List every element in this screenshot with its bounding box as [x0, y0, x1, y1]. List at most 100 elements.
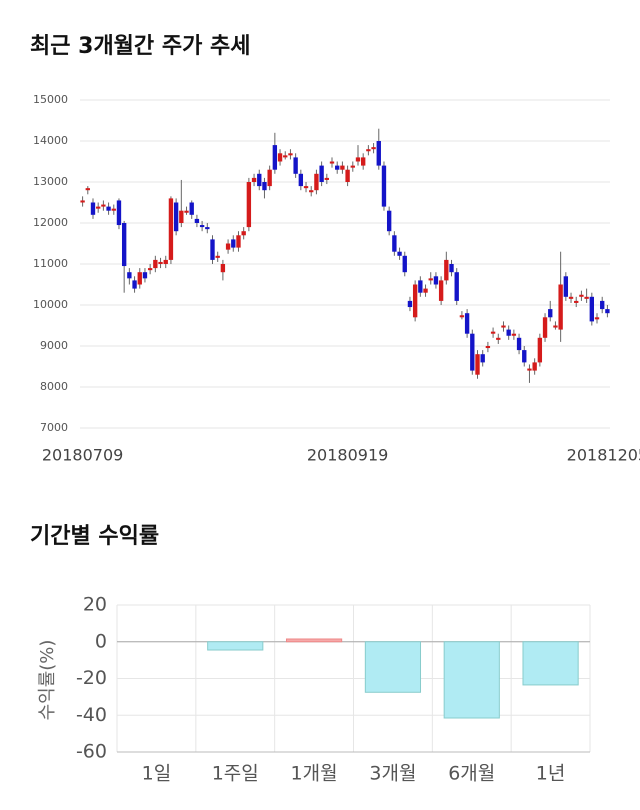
- candle-body: [158, 261, 163, 264]
- candle-body: [428, 278, 433, 281]
- candle-body: [345, 169, 350, 182]
- candle-body: [459, 315, 465, 318]
- candle-body: [464, 313, 470, 334]
- bar: [285, 638, 343, 643]
- x-tick-label: 1개월: [291, 763, 338, 785]
- candle-body: [194, 218, 200, 223]
- y-tick-label: 9000: [40, 339, 68, 352]
- bar: [522, 641, 579, 686]
- candle-body: [470, 333, 475, 371]
- candle-body: [262, 182, 267, 191]
- y-tick-label: -20: [76, 667, 107, 689]
- x-tick-label: 20180919: [307, 446, 388, 465]
- candle-body: [511, 333, 517, 336]
- candle-body: [594, 317, 600, 320]
- y-tick-label: 8000: [40, 380, 68, 393]
- candle-body: [106, 206, 111, 211]
- candle-body: [418, 280, 423, 293]
- candle-body: [537, 337, 543, 363]
- candle-body: [412, 284, 418, 318]
- candle-body: [319, 165, 324, 182]
- candle-body: [449, 264, 454, 273]
- candle-body: [329, 161, 335, 164]
- candle-body: [147, 268, 153, 271]
- candle-body: [137, 272, 142, 285]
- candle-body: [101, 204, 106, 207]
- candle-body: [407, 300, 413, 308]
- candle-body: [423, 288, 428, 293]
- candle-body: [163, 259, 168, 264]
- y-tick-label: 13000: [33, 175, 68, 188]
- y-axis-label: 수익률(%): [37, 640, 58, 721]
- candle-body: [324, 177, 329, 180]
- candle-body: [220, 264, 226, 273]
- candle-body: [257, 173, 262, 187]
- y-tick-label: 10000: [33, 298, 68, 311]
- candle-body: [454, 272, 459, 301]
- candle-body: [392, 235, 397, 252]
- candle-body: [127, 272, 132, 279]
- candle-body: [215, 255, 220, 258]
- candle-body: [210, 239, 215, 260]
- x-tick-label: 1주일: [212, 763, 259, 785]
- candle-body: [303, 186, 309, 189]
- x-tick-label: 1년: [536, 763, 566, 785]
- x-tick-label: 20180709: [42, 446, 123, 465]
- candle-body: [85, 188, 90, 191]
- candle-body: [532, 362, 537, 371]
- candle-body: [288, 153, 293, 156]
- candle-body: [553, 325, 558, 328]
- candle-body: [438, 280, 444, 301]
- candle-body: [205, 227, 210, 230]
- candle-body: [558, 284, 563, 330]
- candle-body: [381, 165, 387, 207]
- y-tick-label: -40: [76, 704, 107, 726]
- candle-body: [579, 294, 584, 297]
- candle-body: [199, 225, 205, 228]
- y-tick-label: 14000: [33, 134, 68, 147]
- candle-body: [132, 280, 137, 289]
- candle-body: [371, 147, 376, 150]
- candle-body: [179, 210, 184, 223]
- y-tick-label: 20: [83, 594, 107, 616]
- candle-body: [173, 202, 179, 232]
- candle-body: [241, 231, 246, 236]
- candle-body: [309, 190, 314, 193]
- candle-body: [283, 155, 288, 158]
- candle-body: [293, 157, 298, 174]
- y-tick-label: -60: [76, 741, 107, 763]
- candle-body: [522, 350, 527, 363]
- candle-body: [350, 165, 355, 168]
- bar: [364, 641, 422, 693]
- x-tick-label: 1일: [142, 763, 172, 785]
- y-tick-label: 7000: [40, 421, 68, 434]
- candle-body: [433, 276, 439, 285]
- y-tick-label: 12000: [33, 216, 68, 229]
- candle-body: [527, 368, 532, 371]
- x-tick-label: 6개월: [448, 763, 495, 785]
- candle-body: [225, 243, 231, 250]
- candle-body: [568, 296, 574, 299]
- candle-body: [600, 300, 605, 310]
- candle-body: [490, 331, 496, 334]
- candle-body: [386, 210, 392, 232]
- candle-body: [516, 337, 522, 351]
- candle-body: [298, 173, 304, 187]
- candle-body: [574, 300, 579, 303]
- candle-body: [277, 153, 283, 162]
- candle-body: [340, 165, 345, 170]
- y-tick-label: 15000: [33, 93, 68, 106]
- candle-body: [542, 317, 548, 338]
- candle-body: [548, 309, 553, 318]
- candle-body: [605, 309, 610, 314]
- chart-title: 기간별 수익률: [30, 524, 159, 549]
- candle-body: [475, 354, 480, 375]
- candle-body: [142, 272, 148, 279]
- candle-body: [501, 325, 506, 328]
- candle-body: [116, 200, 122, 226]
- candle-body: [314, 173, 319, 191]
- candle-body: [90, 202, 96, 215]
- candle-body: [397, 251, 402, 256]
- candle-body: [402, 255, 407, 273]
